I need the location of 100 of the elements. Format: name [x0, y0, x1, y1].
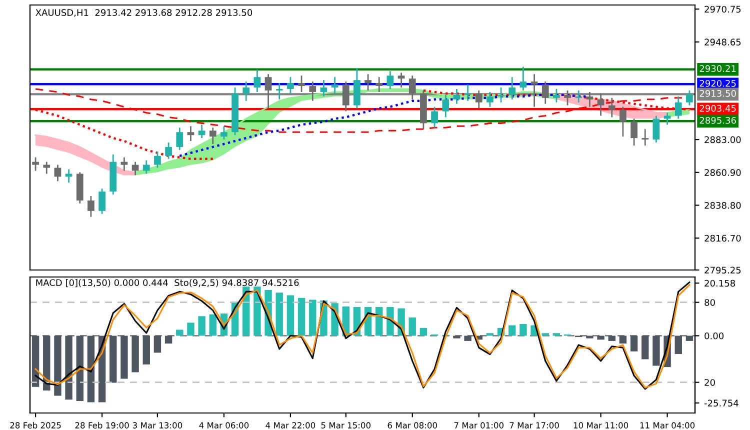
ref-line-label: 2920.25 [700, 80, 736, 87]
y-tick-label: 2970.75 [704, 6, 741, 13]
candlestick [65, 168, 72, 184]
candlestick [220, 125, 228, 140]
y-tick-label: 80 [704, 299, 715, 306]
candlestick [630, 118, 638, 146]
bar [464, 336, 472, 341]
candlestick [398, 72, 405, 88]
bar [520, 324, 527, 336]
candlestick [154, 150, 161, 168]
candlestick [642, 128, 649, 146]
y-tick-label: 20 [704, 379, 715, 386]
candlestick [553, 88, 560, 104]
x-tick-label: 7 Mar 01:00 [454, 422, 504, 428]
candlestick [43, 161, 50, 174]
bar [597, 336, 604, 340]
candlestick [464, 84, 472, 102]
bar [309, 300, 316, 336]
bar [608, 336, 616, 341]
candlestick [342, 80, 350, 112]
candlestick [608, 97, 616, 118]
bar [76, 336, 84, 401]
bar [298, 298, 306, 336]
bar [286, 295, 294, 336]
candlestick [674, 96, 682, 120]
bar [652, 336, 660, 366]
bar [54, 336, 62, 396]
candlestick [198, 124, 206, 139]
candlestick [242, 80, 250, 102]
chart-title: MACD [0](13,50) 0.000 0.444 Sto(9,2,5) 94.8387 94.5216 [36, 279, 299, 288]
candlestick [530, 73, 538, 108]
x-tick-label: 11 Mar 04:00 [640, 422, 695, 428]
bar [132, 336, 139, 372]
x-tick-label: 6 Mar 08:00 [388, 422, 437, 428]
x-tick-label: 4 Mar 06:00 [199, 422, 249, 428]
candlestick [498, 86, 504, 104]
candlestick [486, 91, 494, 108]
y-tick-label: 2795.25 [704, 266, 741, 274]
candlestick [32, 156, 39, 172]
candlestick [276, 82, 283, 100]
bar [120, 336, 128, 379]
bar [376, 307, 383, 336]
bar [686, 336, 694, 341]
bar [176, 330, 184, 336]
bar [154, 336, 162, 353]
candlestick [597, 92, 604, 116]
bar [508, 325, 516, 336]
candlestick [620, 106, 626, 138]
y2-tick-label: 0.00 [704, 332, 724, 340]
candlestick [442, 94, 450, 118]
ref-line-label: 2903.45 [700, 104, 736, 112]
candlestick [98, 188, 106, 215]
candlestick [575, 90, 582, 104]
x-tick-label: 3 Mar 13:00 [132, 422, 182, 428]
ref-line-label: 2930.21 [700, 65, 736, 72]
bar [65, 336, 72, 400]
bar [486, 333, 494, 336]
bar [276, 292, 283, 336]
ref-line-label: 2913.50 [700, 90, 736, 97]
candlestick [364, 73, 372, 92]
bar [164, 336, 172, 344]
bar [674, 336, 682, 354]
candlestick [331, 76, 338, 94]
candlestick [542, 80, 549, 105]
candlestick [88, 195, 94, 218]
bar [552, 333, 560, 336]
y-tick-label: 2948.65 [704, 38, 741, 46]
candlestick [453, 88, 460, 105]
candlestick [686, 90, 693, 106]
candlestick [376, 76, 383, 93]
candlestick [386, 70, 394, 90]
x-tick-label: 28 Feb 19:00 [75, 422, 129, 428]
bar [198, 316, 206, 336]
y-tick-label: 2860.90 [704, 169, 741, 176]
bar [209, 314, 216, 336]
ref-line-label: 2895.36 [700, 116, 736, 124]
candlestick [209, 126, 216, 145]
bar [187, 322, 194, 336]
x-tick-label: 4 Mar 22:00 [266, 422, 316, 428]
candlestick [120, 156, 128, 172]
bar [619, 336, 627, 344]
x-tick-label: 7 Mar 17:00 [510, 422, 559, 428]
candlestick [187, 125, 194, 142]
candlestick [408, 74, 416, 100]
candlestick [586, 91, 594, 108]
bar [408, 317, 416, 336]
candlestick [475, 90, 482, 110]
x-tick-label: 10 Mar 11:00 [574, 422, 628, 428]
y2-tick-label: 20.158 [704, 280, 735, 287]
bar [630, 336, 638, 352]
candlestick [431, 106, 438, 128]
candlestick [652, 115, 660, 144]
candlestick [309, 80, 316, 102]
candlestick [298, 74, 305, 93]
bar [110, 336, 117, 383]
x-tick-label: 5 Mar 15:00 [321, 422, 370, 428]
candlestick [142, 160, 150, 174]
candlestick [176, 126, 184, 151]
candlestick [54, 164, 62, 182]
candlestick [564, 90, 571, 106]
